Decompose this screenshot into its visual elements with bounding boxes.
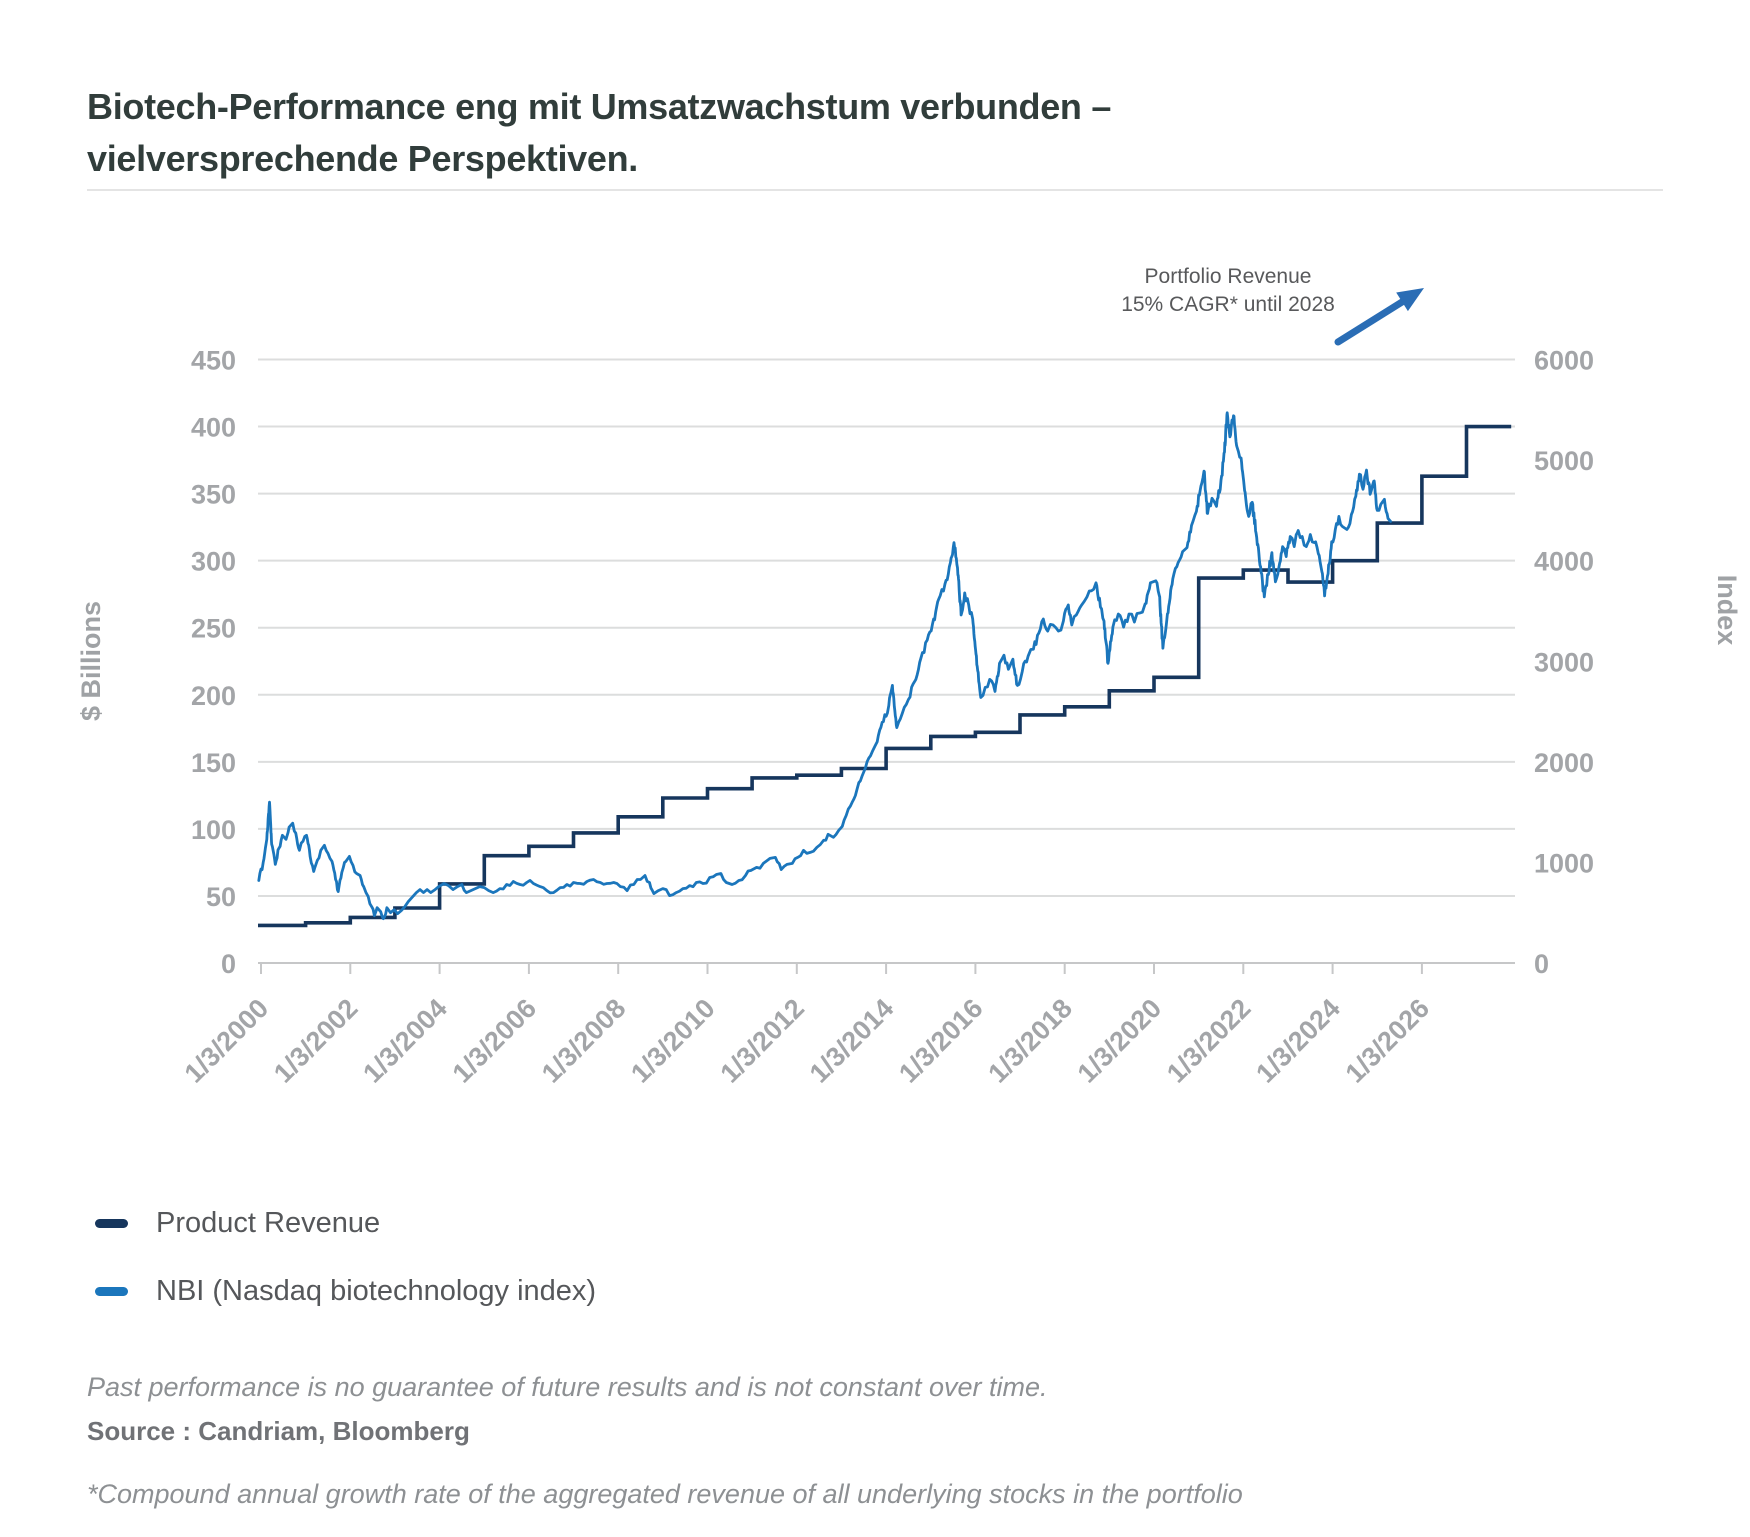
page-title: Biotech-Performance eng mit Umsatzwachst… [87,81,1537,185]
y-axis-right-tick-label: 5000 [1534,446,1594,476]
x-axis-tick-label: 1/3/2004 [357,993,453,1089]
cagr-footnote-text: *Compound annual growth rate of the aggr… [87,1479,1243,1509]
x-axis-tick-label: 1/3/2010 [625,993,721,1089]
x-axis-tick-label: 1/3/2006 [447,993,543,1089]
chart-legend: Product Revenue NBI (Nasdaq biotechnolog… [95,1200,596,1336]
x-axis-tick-label: 1/3/2008 [536,993,632,1089]
y-axis-left-tick-label: 50 [206,882,236,912]
y-axis-right-tick-label: 2000 [1534,748,1594,778]
page-title-line1: Biotech-Performance eng mit Umsatzwachst… [87,86,1112,128]
x-axis-tick-label: 1/3/2022 [1161,993,1257,1089]
biotech-performance-chart: 0 50 100 150 200 250 300 350 400 450 0 1000 2000 3000… [76,288,1742,1089]
legend-item-nbi: NBI (Nasdaq biotechnology index) [95,1268,596,1314]
x-axis-tick-label: 1/3/2018 [982,993,1078,1089]
y-axis-right-title: Index [1712,575,1742,646]
y-axis-left-title: $ Billions [76,601,106,721]
x-axis-tick-label: 1/3/2000 [179,993,275,1089]
y-axis-left-tick-label: 100 [191,815,236,845]
product-revenue-line [258,424,1512,928]
legend-label-product-revenue: Product Revenue [156,1206,381,1239]
growth-arrow-icon [1396,288,1424,312]
legend-label-nbi: NBI (Nasdaq biotechnology index) [156,1274,597,1307]
legend-item-product-revenue: Product Revenue [95,1200,596,1246]
product-revenue-line-swatch-icon [95,1218,128,1228]
y-axis-left-tick-label: 150 [191,748,236,778]
y-axis-right-tick-label: 1000 [1534,848,1594,878]
page-title-line2: vielversprechende Perspektiven. [87,138,639,180]
y-axis-right-tick-label: 3000 [1534,647,1594,677]
y-axis-right-tick-label: 0 [1534,949,1549,979]
x-axis-tick-label: 1/3/2016 [893,993,989,1089]
cagr-annotation-line1: Portfolio Revenue [1144,265,1312,288]
y-axis-left-tick-label: 200 [191,681,236,711]
y-axis-left-tick-label: 250 [191,614,236,644]
disclaimer-text: Past performance is no guarantee of futu… [87,1372,1048,1402]
y-axis-right-tick-label: 4000 [1534,547,1594,577]
source-text: Source : Candriam, Bloomberg [87,1416,470,1446]
y-axis-right-tick-label: 6000 [1534,346,1594,376]
cagr-annotation-line2: 15% CAGR* until 2028 [1121,293,1335,316]
title-divider [87,189,1663,191]
y-axis-left-tick-label: 350 [191,480,236,510]
nbi-line-swatch-icon [95,1286,128,1296]
nbi-line [257,411,1392,921]
x-axis-tick-label: 1/3/2024 [1250,993,1346,1089]
growth-arrow-shaft [1334,296,1410,346]
y-axis-left-tick-label: 450 [191,346,236,376]
cagr-annotation: Portfolio Revenue 15% CAGR* until 2028 [1048,263,1408,319]
x-axis-tick-label: 1/3/2020 [1072,993,1168,1089]
x-axis-tick-label: 1/3/2014 [804,993,900,1089]
x-axis-tick-label: 1/3/2012 [715,993,811,1089]
y-axis-left-tick-label: 300 [191,547,236,577]
x-axis-tick-label: 1/3/2002 [268,993,364,1089]
y-axis-left-tick-label: 0 [221,949,236,979]
y-axis-left-tick-label: 400 [191,413,236,443]
x-axis-tick-label: 1/3/2026 [1340,993,1436,1089]
